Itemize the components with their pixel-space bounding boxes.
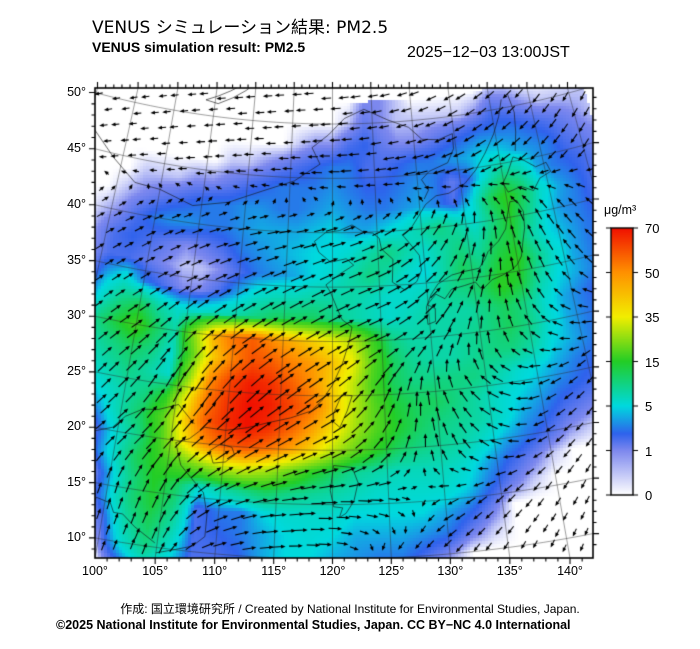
x-axis-tick-label: 120° bbox=[319, 564, 346, 578]
copyright-line: ©2025 National Institute for Environment… bbox=[56, 618, 571, 632]
page-title-english: VENUS simulation result: PM2.5 bbox=[92, 39, 306, 55]
y-axis-tick-label: 10° bbox=[67, 529, 86, 544]
y-axis-tick-label: 25° bbox=[67, 363, 86, 378]
x-axis-tick-label: 105° bbox=[142, 564, 169, 578]
x-axis-tick-label: 135° bbox=[496, 564, 523, 578]
colorbar-unit-label: μg/m³ bbox=[604, 203, 637, 217]
x-axis-tick-label: 100° bbox=[82, 564, 108, 578]
colorbar-tick-label: 0 bbox=[645, 488, 653, 503]
y-axis-tick-label: 40° bbox=[67, 196, 86, 211]
timestamp-label: 2025−12−03 13:00JST bbox=[407, 44, 570, 61]
credit-line: 作成: 国立環境研究所 / Created by National Instit… bbox=[120, 602, 580, 616]
colorbar-tick-label: 35 bbox=[645, 310, 660, 325]
x-axis-tick-label: 130° bbox=[437, 564, 464, 578]
colorbar-tick-label: 1 bbox=[645, 443, 653, 459]
y-axis-tick-label: 45° bbox=[67, 140, 86, 155]
x-axis-tick-label: 140° bbox=[557, 564, 583, 578]
x-axis-tick-label: 115° bbox=[261, 564, 287, 578]
y-axis-tick-label: 35° bbox=[67, 252, 86, 267]
y-axis-tick-label: 50° bbox=[67, 84, 86, 99]
y-axis-tick-label: 20° bbox=[67, 419, 86, 434]
colorbar-tick-label: 50 bbox=[645, 265, 660, 281]
colorbar-tick-label: 70 bbox=[645, 221, 660, 236]
x-axis-tick-label: 110° bbox=[202, 564, 228, 578]
y-axis-tick-label: 15° bbox=[67, 474, 86, 489]
colorbar-tick-label: 5 bbox=[645, 399, 653, 414]
colorbar-tick-label: 15 bbox=[645, 354, 660, 370]
page-title-japanese: VENUS シミュレーション結果: PM2.5 bbox=[92, 18, 389, 38]
y-axis-tick-label: 30° bbox=[67, 308, 86, 323]
x-axis-tick-label: 125° bbox=[378, 564, 405, 578]
